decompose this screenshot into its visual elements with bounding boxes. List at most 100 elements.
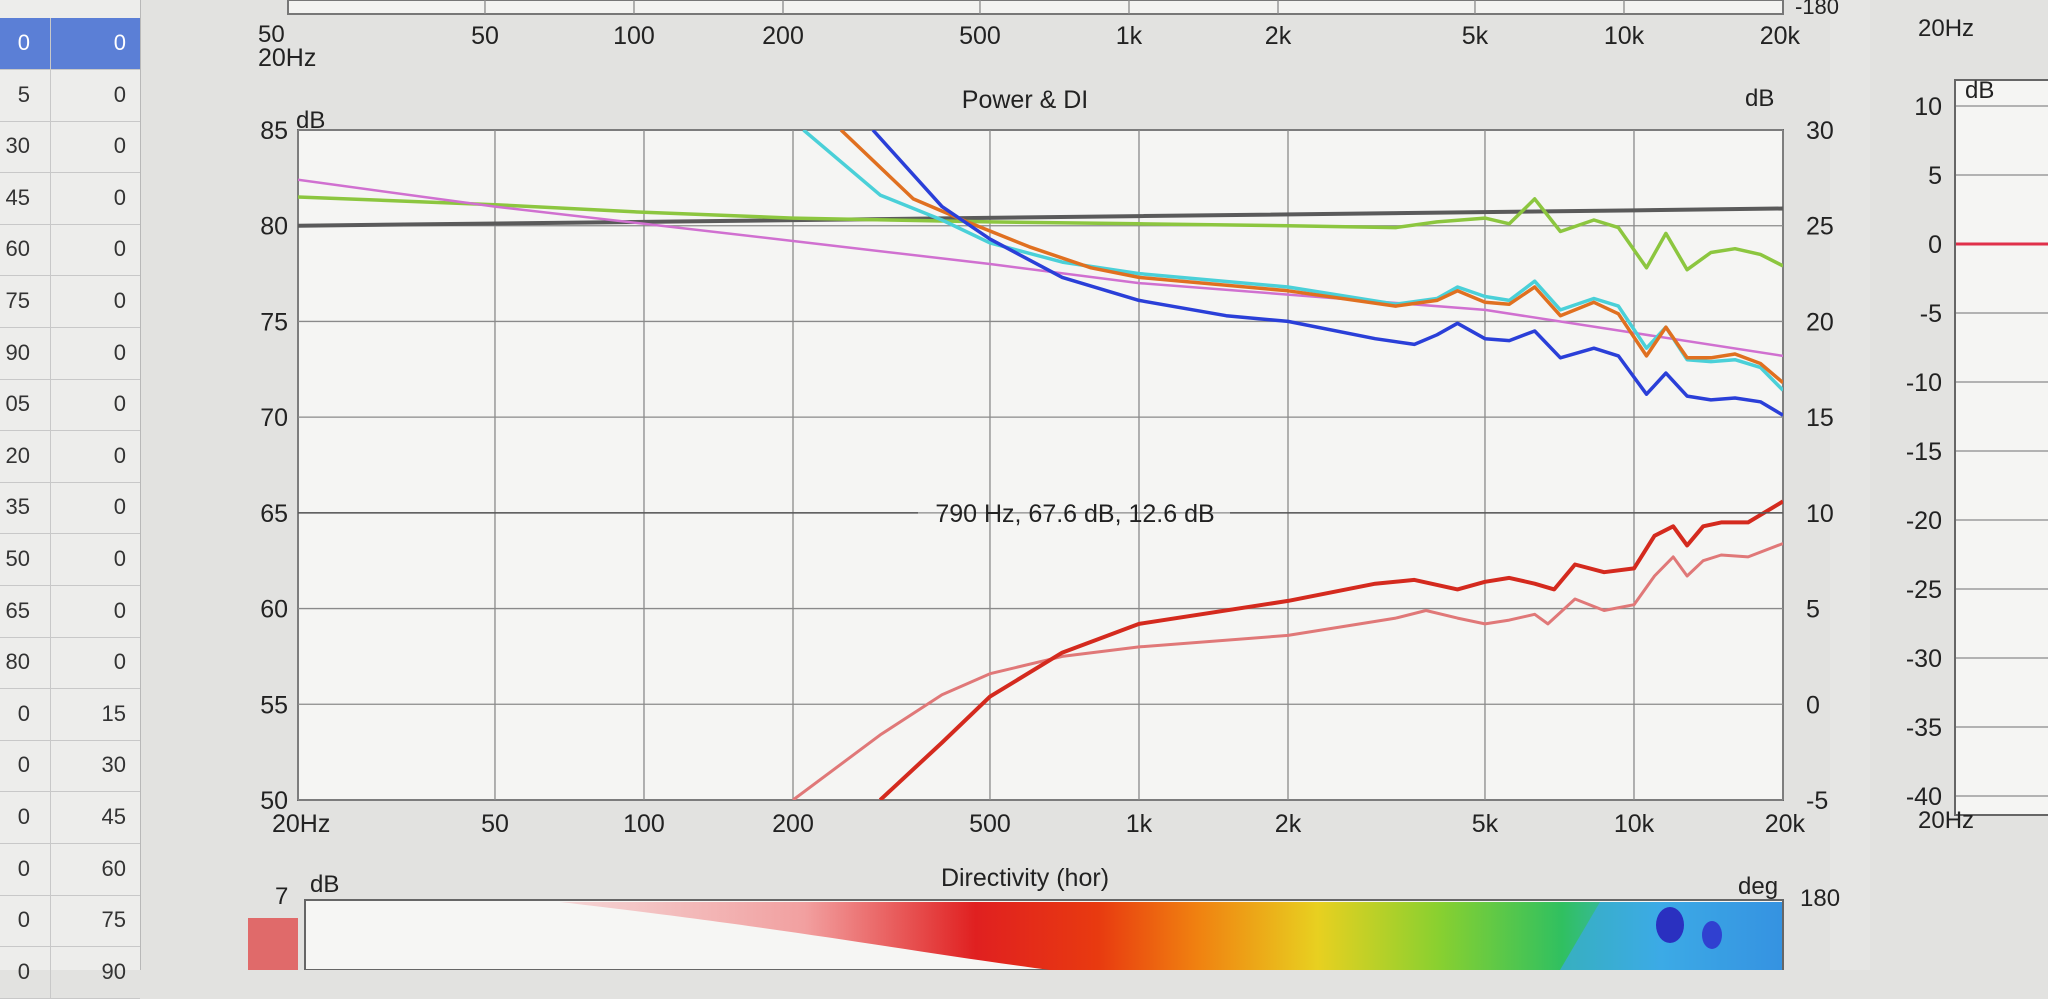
table-cell-angle-a: 35 bbox=[5, 494, 30, 520]
y-tick-label: 75 bbox=[260, 308, 288, 336]
table-cell-separator bbox=[50, 18, 51, 69]
table-cell-angle-b: 0 bbox=[113, 184, 126, 210]
table-cell-separator bbox=[50, 843, 51, 895]
table-cell-angle-b: 0 bbox=[113, 30, 126, 55]
right-panel-tick-label: -15 bbox=[1906, 438, 1942, 466]
x-tick-label: 20k bbox=[1765, 810, 1806, 838]
y2-tick-label: 10 bbox=[1806, 500, 1834, 528]
plot-area[interactable] bbox=[297, 129, 1784, 801]
table-row[interactable]: 60 0 bbox=[0, 224, 140, 277]
y2-tick-label: 15 bbox=[1806, 404, 1834, 432]
top-strip-ylabel: 50 bbox=[258, 21, 285, 48]
table-cell-angle-a: 0 bbox=[17, 804, 30, 829]
x-tick-label: 2k bbox=[1275, 810, 1302, 838]
x-tick-label: 5k bbox=[1472, 810, 1499, 838]
right-panel-tick-label: -30 bbox=[1906, 645, 1942, 673]
top-strip-x-tick: 5k bbox=[1462, 22, 1489, 50]
table-row[interactable]: 75 0 bbox=[0, 276, 140, 328]
x-tick-label: 100 bbox=[623, 810, 665, 838]
series-line-3 bbox=[802, 130, 1783, 392]
table-row[interactable]: 0 15 bbox=[0, 688, 140, 741]
table-row[interactable]: 90 0 bbox=[0, 327, 140, 380]
table-row[interactable]: 0 60 bbox=[0, 843, 140, 896]
right-panel-unit: dB bbox=[1965, 77, 1994, 104]
table-cell-separator bbox=[50, 172, 51, 224]
right-panel-x-label: 20Hz bbox=[1918, 807, 1974, 834]
table-cell-angle-a: 50 bbox=[5, 546, 30, 571]
series-group bbox=[298, 130, 1783, 800]
series-line-2 bbox=[298, 178, 1783, 358]
top-strip-plot bbox=[287, 0, 1784, 15]
table-cell-angle-b: 0 bbox=[113, 649, 126, 675]
table-row[interactable]: 0 30 bbox=[0, 740, 140, 793]
x-tick-label: 20Hz bbox=[272, 810, 330, 838]
table-cell-separator bbox=[50, 688, 51, 740]
top-strip-x-tick: 10k bbox=[1604, 22, 1645, 50]
table-row[interactable]: 50 0 bbox=[0, 534, 140, 586]
table-cell-separator bbox=[50, 482, 51, 534]
cursor-label: 790 Hz, 67.6 dB, 12.6 dB bbox=[935, 500, 1214, 528]
table-row[interactable]: 20 0 bbox=[0, 430, 140, 483]
table-cell-angle-a: 90 bbox=[5, 339, 30, 365]
y-axis-ticks: 85 80 75 70 65 60 55 50 bbox=[260, 117, 288, 815]
table-cell-angle-b: 0 bbox=[113, 236, 126, 262]
table-cell-angle-a: 65 bbox=[5, 597, 30, 623]
cursor-readout[interactable]: 790 Hz, 67.6 dB, 12.6 dB bbox=[298, 500, 1783, 528]
top-strip-x-tick: 1k bbox=[1116, 22, 1143, 50]
right-panel-ticks: 10 5 0 -5 -10 -15 -20 -25 -30 -35 -40 bbox=[1906, 93, 2048, 811]
grid-lines bbox=[297, 129, 1784, 801]
table-cell-separator bbox=[50, 534, 51, 585]
top-strip-x-tick: 100 bbox=[613, 22, 655, 50]
table-row[interactable]: 0 45 bbox=[0, 792, 140, 844]
series-line-1 bbox=[298, 195, 1783, 272]
directivity-right-unit: deg bbox=[1738, 873, 1778, 900]
y2-tick-label: 5 bbox=[1806, 596, 1820, 624]
directivity-right-value: 180 bbox=[1800, 885, 1840, 912]
x-tick-label: 200 bbox=[772, 810, 814, 838]
directivity-chart: Directivity (hor) dB 7 deg 180 bbox=[248, 864, 1840, 970]
table-row[interactable]: 05 0 bbox=[0, 379, 140, 432]
y-tick-label: 80 bbox=[260, 213, 288, 241]
x-tick-label: 10k bbox=[1614, 810, 1655, 838]
x-tick-label: 1k bbox=[1126, 810, 1153, 838]
right-panel-plot bbox=[1954, 79, 2048, 816]
table-cell-angle-a: 45 bbox=[5, 184, 30, 210]
right-panel-tick-label: 0 bbox=[1928, 231, 1942, 259]
table-row[interactable]: 30 0 bbox=[0, 121, 140, 174]
y2-tick-label: 25 bbox=[1806, 213, 1834, 241]
y2-tick-label: 20 bbox=[1806, 308, 1834, 336]
table-cell-angle-a: 0 bbox=[17, 752, 30, 778]
left-data-table[interactable]: 0 0 5 0 30 0 45 0 60 0 75 0 90 0 05 0 20 0 35 0 50 0 65 0 80 0 0 15… bbox=[0, 0, 141, 999]
x-tick-label: 500 bbox=[969, 810, 1011, 838]
table-cell-angle-a: 30 bbox=[5, 133, 30, 159]
table-cell-angle-b: 0 bbox=[113, 391, 126, 417]
table-cell-angle-b: 15 bbox=[101, 700, 126, 726]
right-panel-chart: 20Hz dB 20Hz 10 5 0 -5 -10 -15 -20 -25 -30 -35 -40 bbox=[1906, 15, 2048, 834]
y-tick-label: 50 bbox=[260, 787, 288, 815]
table-row[interactable]: 65 0 bbox=[0, 585, 140, 638]
top-strip-x-tick: 500 bbox=[959, 22, 1001, 50]
directivity-lobe-2 bbox=[1702, 921, 1722, 949]
table-cell-separator bbox=[50, 637, 51, 689]
table-cell-angle-a: 0 bbox=[17, 855, 30, 881]
table-cell-separator bbox=[50, 792, 51, 843]
table-row[interactable]: 45 0 bbox=[0, 172, 140, 225]
table-row[interactable]: 35 0 bbox=[0, 482, 140, 535]
table-cell-separator bbox=[50, 379, 51, 431]
x-tick-label: 50 bbox=[481, 810, 509, 838]
y-tick-label: 85 bbox=[260, 117, 288, 145]
table-cell-separator bbox=[50, 740, 51, 792]
right-panel-top-label: 20Hz bbox=[1918, 15, 1974, 42]
right-panel-tick-label: -25 bbox=[1906, 576, 1942, 604]
directivity-left-unit: dB bbox=[310, 871, 339, 898]
table-cell-angle-b: 0 bbox=[113, 133, 126, 159]
y2-tick-label: 30 bbox=[1806, 117, 1834, 145]
table-row[interactable]: 0 75 bbox=[0, 895, 140, 948]
table-row[interactable]: 80 0 bbox=[0, 637, 140, 690]
panel-gap bbox=[1830, 0, 1870, 970]
top-strip-x-tick: 20k bbox=[1760, 22, 1801, 50]
